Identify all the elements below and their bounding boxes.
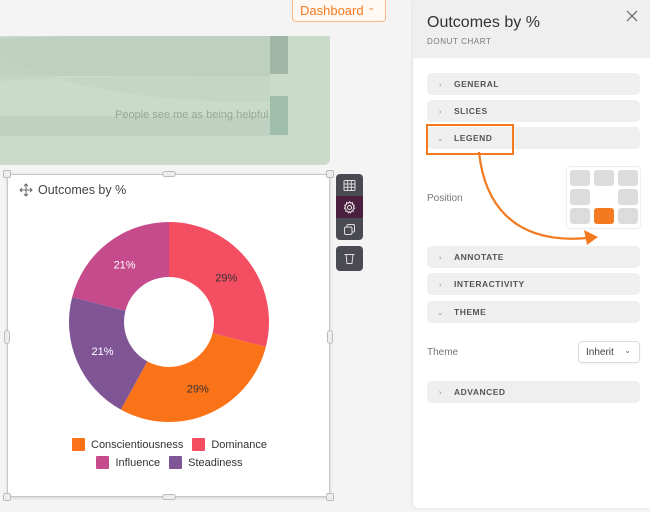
position-middle-left[interactable] <box>570 189 590 205</box>
chevron-down-icon: ⌄ <box>624 346 631 355</box>
section-general[interactable]: › GENERAL <box>427 73 640 95</box>
section-interactivity[interactable]: › INTERACTIVITY <box>427 273 640 295</box>
section-theme[interactable]: ⌄ THEME <box>427 301 640 323</box>
sankey-flows <box>0 36 288 136</box>
legend-item-dominance[interactable]: Dominance <box>192 438 267 451</box>
chevron-right-icon: › <box>438 252 443 262</box>
position-bottom-center[interactable] <box>594 208 614 224</box>
gear-icon <box>343 200 356 214</box>
chevron-right-icon: › <box>438 106 443 116</box>
section-advanced[interactable]: › ADVANCED <box>427 381 640 403</box>
slice-label: 29% <box>215 273 237 285</box>
dashboard-dropdown[interactable]: Dashboard ⌄ <box>292 0 386 22</box>
legend-swatch <box>72 438 85 451</box>
dashboard-label: Dashboard <box>300 2 364 18</box>
data-table-button[interactable] <box>336 174 363 196</box>
settings-panel: Outcomes by % DONUT CHART › GENERAL › SL… <box>413 0 650 508</box>
slice-conscientiousness[interactable] <box>120 333 266 422</box>
resize-handle-bottom[interactable] <box>162 494 176 500</box>
position-bottom-left[interactable] <box>570 208 590 224</box>
donut-chart-widget[interactable]: Outcomes by % 29% 29% 21% 21% Conscientious… <box>3 170 334 501</box>
chevron-right-icon: › <box>438 387 443 397</box>
chevron-right-icon: › <box>438 79 443 89</box>
panel-title: Outcomes by % <box>427 14 540 31</box>
legend-swatch <box>192 438 206 451</box>
theme-select[interactable]: Inherit ⌄ <box>578 341 640 363</box>
donut-chart[interactable]: 29% 29% 21% 21% <box>68 221 270 423</box>
panel-header: Outcomes by % DONUT CHART <box>413 0 650 58</box>
theme-select-value: Inherit <box>586 346 614 358</box>
chevron-down-icon: ⌄ <box>436 307 445 317</box>
widget-title: Outcomes by % <box>19 183 126 197</box>
section-legend[interactable]: ⌄ LEGEND <box>427 127 640 149</box>
sankey-node-label: People see me as being helpful <box>115 109 269 121</box>
position-middle-right[interactable] <box>618 189 638 205</box>
table-icon <box>343 179 356 191</box>
resize-handle-left[interactable] <box>4 330 10 344</box>
resize-handle-bottom-right[interactable] <box>326 493 334 501</box>
duplicate-button[interactable] <box>336 218 363 240</box>
settings-button[interactable] <box>336 196 363 218</box>
position-top-left[interactable] <box>570 170 590 186</box>
resize-handle-top[interactable] <box>162 171 176 177</box>
widget-toolbar <box>336 174 363 277</box>
trash-icon <box>344 254 355 264</box>
panel-subtitle: DONUT CHART <box>427 37 492 46</box>
section-annotate[interactable]: › ANNOTATE <box>427 246 640 268</box>
position-top-center[interactable] <box>594 170 614 186</box>
widget-title-text: Outcomes by % <box>38 183 127 197</box>
move-icon[interactable] <box>19 183 33 197</box>
legend-position-picker <box>566 166 641 229</box>
resize-handle-top-left[interactable] <box>3 170 11 178</box>
position-top-right[interactable] <box>618 170 638 186</box>
legend-swatch <box>169 456 183 469</box>
background-sankey-widget: People see me as being helpful <box>0 36 330 165</box>
chevron-down-icon: ⌄ <box>367 2 375 12</box>
legend-item-conscientiousness[interactable]: Conscientiousness <box>72 438 183 451</box>
theme-label: Theme <box>427 347 459 358</box>
slice-label: 21% <box>114 260 136 272</box>
slice-label: 21% <box>91 346 113 358</box>
legend-item-steadiness[interactable]: Steadiness <box>169 456 243 469</box>
duplicate-icon <box>344 223 355 235</box>
slice-label: 29% <box>187 384 209 396</box>
section-slices[interactable]: › SLICES <box>427 100 640 122</box>
chevron-right-icon: › <box>438 279 443 289</box>
chevron-down-icon: ⌄ <box>436 133 445 143</box>
slice-steadiness[interactable] <box>69 297 148 410</box>
delete-button[interactable] <box>336 246 363 271</box>
chart-legend: Conscientiousness Dominance Influence St… <box>8 438 331 474</box>
slice-dominance[interactable] <box>169 222 269 347</box>
close-icon[interactable] <box>626 10 638 22</box>
annotation-arrow-icon <box>477 151 598 245</box>
resize-handle-bottom-left[interactable] <box>3 493 11 501</box>
position-bottom-right[interactable] <box>618 208 638 224</box>
legend-swatch <box>96 456 110 469</box>
resize-handle-right[interactable] <box>327 330 333 344</box>
slice-influence[interactable] <box>72 222 169 311</box>
resize-handle-top-right[interactable] <box>326 170 334 178</box>
legend-item-influence[interactable]: Influence <box>96 456 160 469</box>
legend-position-label: Position <box>427 193 463 204</box>
annotation-highlight-box <box>426 124 514 155</box>
